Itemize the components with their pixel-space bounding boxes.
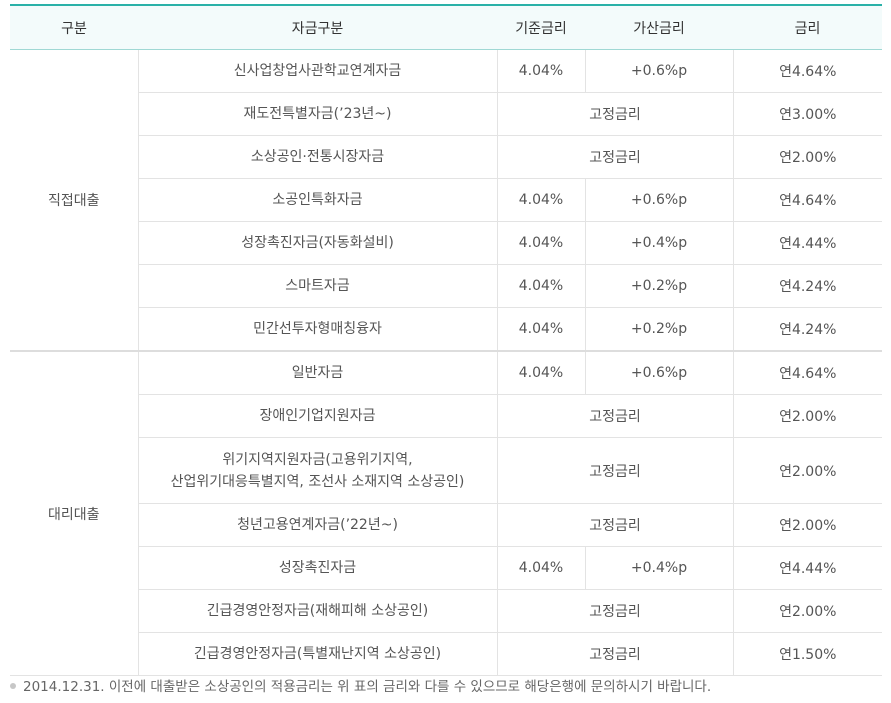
table-row: 대리대출 일반자금 4.04% +0.6%p 연4.64% xyxy=(10,350,882,676)
final-rate: 연2.00% xyxy=(733,135,882,179)
fixed-rate: 고정금리 xyxy=(497,92,734,136)
table-row: 소상공인·전통시장자금 고정금리 연2.00% xyxy=(10,135,882,179)
add-rate: +0.6%p xyxy=(585,49,734,93)
table-row: 위기지역지원자금(고용위기지역, 산업위기대응특별지역, 조선사 소재지역 소상… xyxy=(10,437,882,504)
fund-name-line2: 산업위기대응특별지역, 조선사 소재지역 소상공인) xyxy=(170,473,465,490)
section-direct-loan: 직접대출 신사업창업사관학교연계자금 4.04% +0.6%p 연4.64% 재… xyxy=(10,49,882,352)
fixed-rate: 고정금리 xyxy=(497,437,734,504)
final-rate: 연4.44% xyxy=(733,546,882,590)
fund-name: 소공인특화자금 xyxy=(138,178,498,222)
final-rate: 연4.44% xyxy=(733,221,882,265)
header-fund: 자금구분 xyxy=(138,4,497,50)
table-row: 성장촉진자금 4.04% +0.4%p 연4.44% xyxy=(10,546,882,590)
final-rate: 연4.24% xyxy=(733,307,882,352)
add-rate: +0.6%p xyxy=(585,178,734,222)
final-rate: 연4.24% xyxy=(733,264,882,308)
table-row: 소공인특화자금 4.04% +0.6%p 연4.64% xyxy=(10,178,882,222)
final-rate: 연3.00% xyxy=(733,92,882,136)
base-rate: 4.04% xyxy=(497,221,586,265)
fixed-rate: 고정금리 xyxy=(497,394,734,438)
header-add-rate: 가산금리 xyxy=(585,4,733,50)
table-row: 재도전특별자금(’23년~) 고정금리 연3.00% xyxy=(10,92,882,136)
final-rate: 연2.00% xyxy=(733,394,882,438)
table-row: 긴급경영안정자금(특별재난지역 소상공인) 고정금리 연1.50% xyxy=(10,632,882,676)
fund-name: 위기지역지원자금(고용위기지역, 산업위기대응특별지역, 조선사 소재지역 소상… xyxy=(138,437,498,504)
base-rate: 4.04% xyxy=(497,307,586,352)
group-label: 대리대출 xyxy=(10,350,139,676)
footnote: 2014.12.31. 이전에 대출받은 소상공인의 적용금리는 위 표의 금리… xyxy=(10,675,711,695)
section-agency-loan: 대리대출 일반자금 4.04% +0.6%p 연4.64% 장애인기업지원자금 … xyxy=(10,350,882,676)
table-row: 스마트자금 4.04% +0.2%p 연4.24% xyxy=(10,264,882,308)
loan-rate-table: 구분 자금구분 기준금리 가산금리 금리 직접대출 신사업창업사관학교연계자금 … xyxy=(10,4,882,676)
fund-name: 일반자금 xyxy=(138,350,498,395)
footnote-text: 2014.12.31. 이전에 대출받은 소상공인의 적용금리는 위 표의 금리… xyxy=(23,679,712,695)
base-rate: 4.04% xyxy=(497,546,586,590)
table-row: 민간선투자형매칭융자 4.04% +0.2%p 연4.24% xyxy=(10,307,882,352)
final-rate: 연4.64% xyxy=(733,350,882,395)
final-rate: 연2.00% xyxy=(733,589,882,633)
fixed-rate: 고정금리 xyxy=(497,632,734,676)
add-rate: +0.4%p xyxy=(585,221,734,265)
add-rate: +0.4%p xyxy=(585,546,734,590)
table-header-row: 구분 자금구분 기준금리 가산금리 금리 xyxy=(10,4,882,50)
table-row: 성장촉진자금(자동화설비) 4.04% +0.4%p 연4.44% xyxy=(10,221,882,265)
fund-name: 긴급경영안정자금(재해피해 소상공인) xyxy=(138,589,498,633)
final-rate: 연4.64% xyxy=(733,49,882,93)
bullet-icon xyxy=(10,683,16,689)
header-rate: 금리 xyxy=(733,4,882,50)
table-row: 긴급경영안정자금(재해피해 소상공인) 고정금리 연2.00% xyxy=(10,589,882,633)
fund-name: 신사업창업사관학교연계자금 xyxy=(138,49,498,93)
base-rate: 4.04% xyxy=(497,49,586,93)
group-label: 직접대출 xyxy=(10,49,139,352)
fund-name-line1: 위기지역지원자금(고용위기지역, xyxy=(222,451,413,468)
fund-name: 스마트자금 xyxy=(138,264,498,308)
table-row: 직접대출 신사업창업사관학교연계자금 4.04% +0.6%p 연4.64% xyxy=(10,49,882,352)
final-rate: 연4.64% xyxy=(733,178,882,222)
final-rate: 연2.00% xyxy=(733,503,882,547)
add-rate: +0.6%p xyxy=(585,350,734,395)
final-rate: 연2.00% xyxy=(733,437,882,504)
fund-name: 긴급경영안정자금(특별재난지역 소상공인) xyxy=(138,632,498,676)
table-row: 장애인기업지원자금 고정금리 연2.00% xyxy=(10,394,882,438)
header-base-rate: 기준금리 xyxy=(497,4,585,50)
rate-table-container: 구분 자금구분 기준금리 가산금리 금리 직접대출 신사업창업사관학교연계자금 … xyxy=(10,4,882,676)
fund-name: 민간선투자형매칭융자 xyxy=(138,307,498,352)
table-row: 청년고용연계자금(’22년~) 고정금리 연2.00% xyxy=(10,503,882,547)
add-rate: +0.2%p xyxy=(585,307,734,352)
fund-name: 소상공인·전통시장자금 xyxy=(138,135,498,179)
fixed-rate: 고정금리 xyxy=(497,589,734,633)
base-rate: 4.04% xyxy=(497,350,586,395)
fund-name: 청년고용연계자금(’22년~) xyxy=(138,503,498,547)
base-rate: 4.04% xyxy=(497,264,586,308)
fund-name: 성장촉진자금(자동화설비) xyxy=(138,221,498,265)
fund-name: 재도전특별자금(’23년~) xyxy=(138,92,498,136)
header-group: 구분 xyxy=(10,4,138,50)
fund-name: 장애인기업지원자금 xyxy=(138,394,498,438)
fixed-rate: 고정금리 xyxy=(497,503,734,547)
add-rate: +0.2%p xyxy=(585,264,734,308)
fixed-rate: 고정금리 xyxy=(497,135,734,179)
final-rate: 연1.50% xyxy=(733,632,882,676)
fund-name: 성장촉진자금 xyxy=(138,546,498,590)
base-rate: 4.04% xyxy=(497,178,586,222)
